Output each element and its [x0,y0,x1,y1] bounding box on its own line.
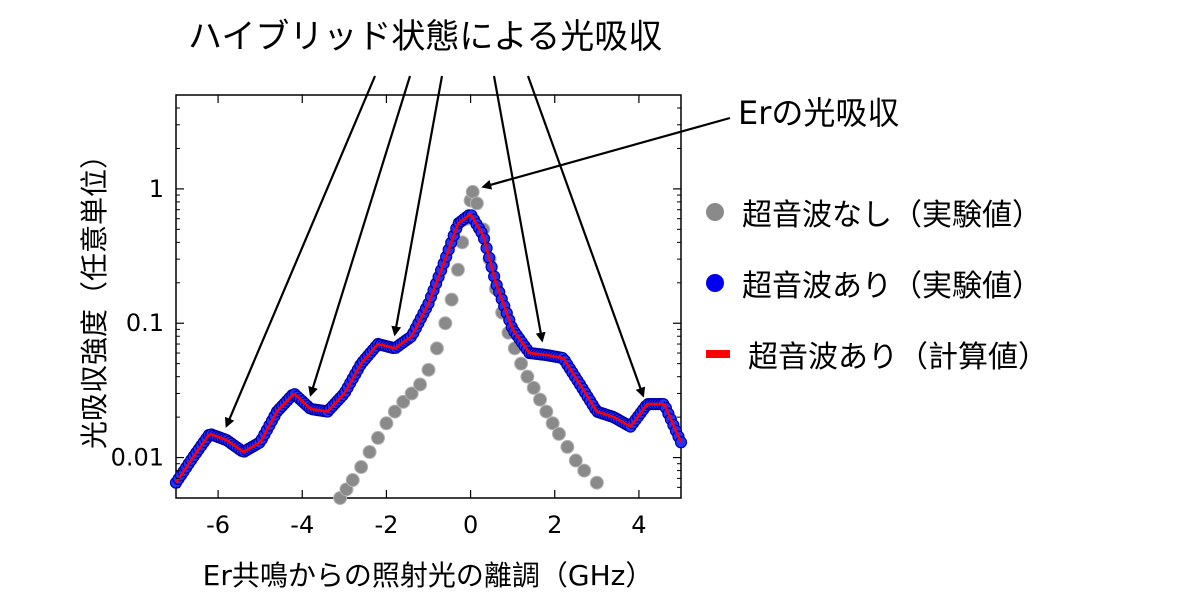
annotation-er: Erの光吸収 [738,94,899,132]
series-ultrasound-calculation [174,212,683,484]
gray-data-point [533,392,548,407]
gray-data-point [444,292,459,307]
gray-data-point [413,377,428,392]
legend-label-ultrasound-experiment: 超音波あり（実験値） [742,269,1042,304]
gray-data-point [345,473,360,488]
gray-data-point [589,475,604,490]
gray-data-point [354,460,369,475]
gray-data-point [520,369,535,384]
legend-item-ultrasound-experiment: 超音波あり（実験値） [706,263,1042,304]
legend-marker-blue-dot [706,274,724,292]
hybrid-arrow [492,75,546,343]
x-tick-label: -2 [374,511,398,539]
legend-item-ultrasound-calculation: 超音波あり（計算値） [706,334,1048,375]
calculation-curve [174,212,683,484]
x-tick-label: -6 [206,511,230,539]
gray-data-point [568,453,583,468]
x-axis-label: Er共鳴からの照射光の離調（GHz） [203,559,654,592]
gray-data-point [539,404,554,419]
y-tick-label: 1 [149,175,164,203]
hybrid-arrow [308,75,412,397]
axis-ticks: -6 -4 -2 0 2 4 0.01 0.1 1 [111,94,681,539]
gray-data-point [379,416,394,431]
y-tick-label: 0.1 [126,309,164,337]
series-ultrasound-experiment [169,209,688,489]
gray-data-point [371,430,385,445]
gray-data-point [526,380,541,395]
legend-marker-red-line [706,350,730,358]
gray-data-point [560,439,575,454]
hybrid-arrow [391,75,444,337]
gray-data-point [577,463,592,478]
er-arrow [481,116,731,190]
plot-frame [175,94,682,499]
gray-data-point [396,394,411,409]
x-tick-label: -4 [290,511,314,539]
legend-item-no-ultrasound: 超音波なし（実験値） [706,192,1042,233]
gray-data-point [438,316,453,331]
gray-data-point [545,416,560,431]
y-axis-label: 光吸収強度（任意単位） [78,141,111,449]
gray-data-point [404,386,419,401]
gray-data-point [362,445,377,460]
annotation-arrows [225,75,731,428]
hybrid-arrow [526,75,646,398]
x-tick-label: 0 [463,511,478,539]
legend-label-ultrasound-calculation: 超音波あり（計算値） [748,340,1048,375]
annotation-hybrid: ハイブリッド状態による光吸収 [188,17,662,57]
gray-data-point [387,404,402,419]
y-tick-label: 0.01 [111,444,164,472]
gray-data-point [551,426,566,441]
gray-data-point [421,362,436,377]
legend-marker-gray-dot [706,203,724,221]
x-tick-label: 4 [631,511,646,539]
gray-data-point [429,341,444,356]
gray-data-point [514,356,529,371]
gray-data-point [450,262,465,277]
hybrid-arrow [225,75,377,428]
x-tick-label: 2 [547,511,562,539]
gray-data-point [469,196,484,211]
legend-label-no-ultrasound: 超音波なし（実験値） [742,198,1042,233]
